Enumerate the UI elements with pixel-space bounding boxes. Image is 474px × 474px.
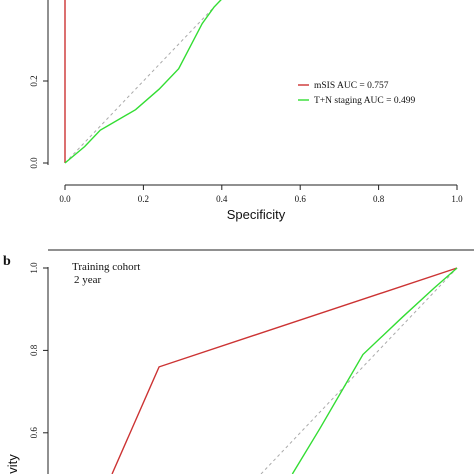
panel-a-legend: mSIS AUC = 0.757 T+N staging AUC = 0.499 [298,81,415,106]
panel-a-x-tick-label: 0.0 [59,194,71,204]
panel-b-label: b [3,254,11,269]
panel-b-y-axis-label: vity [5,454,20,474]
legend-label-msis: mSIS AUC = 0.757 [314,81,389,91]
panel-b: b 1.0 0.8 0.6 vity Training cohort 2 year [3,249,474,474]
panel-a-x-tick-label: 1.0 [451,194,463,204]
panel-a-x-axis-label: Specificity [227,207,286,222]
panel-b-y-tick-label: 0.6 [29,427,39,439]
panel-b-y-tick-label: 0.8 [29,344,39,356]
panel-b-reference-line [260,267,458,474]
panel-a-x-tick-label: 0.6 [295,194,307,204]
panel-a: 0.0 0.2 0.4 0.6 0.8 1.0 0.0 0.2 Specificity mS… [29,0,463,222]
panel-a-x-tick-label: 0.8 [373,194,385,204]
legend-label-tn-staging: T+N staging AUC = 0.499 [314,96,415,106]
panel-a-x-tick-label: 0.4 [216,194,228,204]
panel-a-y-tick-label: 0.2 [29,75,39,86]
panel-b-annotation-line1: Training cohort [72,261,140,273]
panel-a-series-tn-staging [64,0,222,164]
panel-a-reference-line [64,0,222,164]
panel-b-annotation-line2: 2 year [74,274,102,286]
panel-a-x-tick-label: 0.2 [138,194,149,204]
panel-b-series-red [111,267,458,474]
panel-b-series-green [291,267,458,474]
panel-a-y-tick-label: 0.0 [29,157,39,169]
panel-b-y-tick-label: 1.0 [29,262,39,274]
